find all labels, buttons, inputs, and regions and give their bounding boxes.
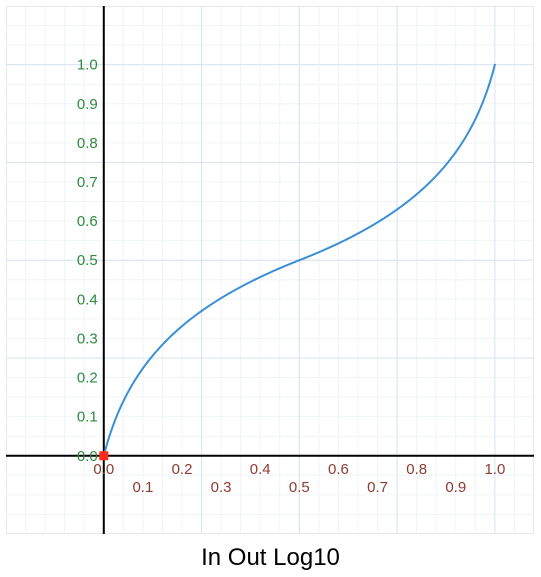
y-tick-label: 0.7	[77, 174, 98, 191]
x-tick-label: 0.7	[367, 479, 388, 496]
y-tick-label: 0.8	[77, 135, 98, 152]
y-tick-label: 1.0	[77, 57, 98, 74]
x-tick-label: 0.5	[289, 479, 310, 496]
chart-container: 0.00.10.20.30.40.50.60.70.80.91.00.00.10…	[0, 0, 541, 577]
y-tick-label: 0.9	[77, 96, 98, 113]
x-tick-label: 0.9	[445, 479, 466, 496]
y-tick-label: 0.2	[77, 370, 98, 387]
chart-svg: 0.00.10.20.30.40.50.60.70.80.91.00.00.10…	[0, 0, 541, 577]
origin-marker	[100, 452, 108, 460]
x-tick-label: 1.0	[484, 461, 505, 478]
y-tick-label: 0.3	[77, 330, 98, 347]
x-tick-label: 0.8	[406, 461, 427, 478]
x-tick-label: 0.2	[172, 461, 193, 478]
y-tick-label: 0.5	[77, 252, 98, 269]
x-tick-label: 0.4	[250, 461, 271, 478]
chart-title: In Out Log10	[0, 544, 541, 572]
x-tick-label: 0.6	[328, 461, 349, 478]
x-tick-label: 0.3	[211, 479, 232, 496]
x-tick-label: 0.1	[132, 479, 153, 496]
y-tick-label: 0.4	[77, 291, 98, 308]
y-tick-label: 0.0	[77, 448, 98, 465]
y-tick-label: 0.1	[77, 409, 98, 426]
y-tick-label: 0.6	[77, 213, 98, 230]
